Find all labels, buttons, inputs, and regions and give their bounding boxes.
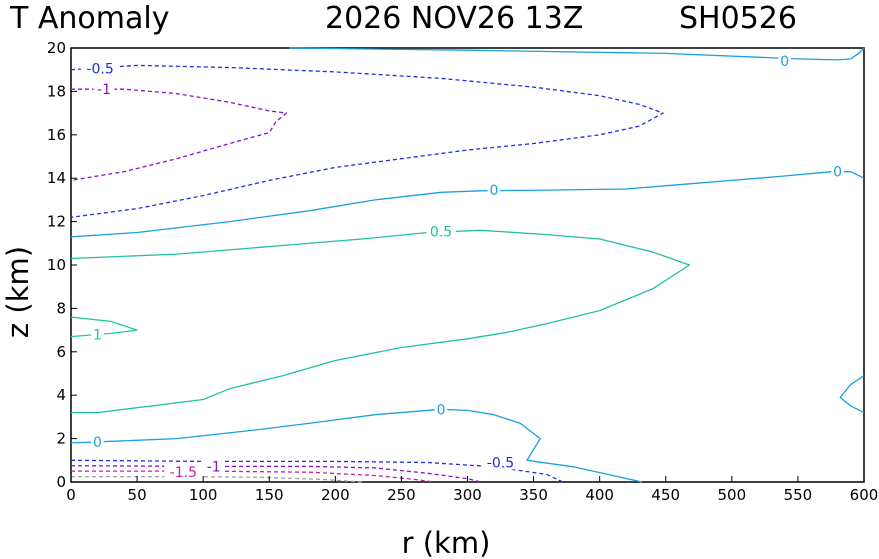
- x-tick-label: 350: [519, 486, 548, 504]
- y-tick-label: 8: [56, 299, 66, 317]
- x-tick-label: 150: [255, 486, 284, 504]
- contour-neg-one-lower: [70, 465, 481, 483]
- contour-label: 0: [833, 165, 842, 181]
- x-axis: 0 50 100 150 200 250 300 350 400 450 500 550 600: [66, 476, 878, 504]
- x-tick-label: 300: [453, 486, 482, 504]
- chart-title-storm: SH0526: [679, 1, 797, 36]
- y-tick-label: 12: [47, 213, 66, 231]
- contour-0-top: [289, 47, 865, 61]
- contour-label: 1: [93, 327, 102, 343]
- contour-neg-half-upper: [70, 64, 664, 218]
- contour-label: -0.5: [86, 62, 113, 78]
- contour-label-bg: [91, 326, 104, 342]
- contour-0-right: [839, 375, 865, 414]
- x-axis-label: r (km): [402, 526, 491, 559]
- contour-label: 0: [437, 403, 446, 419]
- y-tick-label: 16: [47, 126, 66, 144]
- x-tick-label: 0: [66, 486, 76, 504]
- contour-neg-two: [71, 475, 362, 483]
- contour-label-bg: [778, 53, 791, 69]
- plot-area-frame: [70, 47, 865, 483]
- contour-0-upper: [70, 171, 865, 238]
- contour-label: -1: [97, 82, 111, 98]
- contour-neg-half-lower: [70, 459, 563, 483]
- contour-label-bg: [93, 81, 115, 97]
- x-tick-label: 200: [321, 486, 350, 504]
- x-tick-label: 550: [784, 486, 813, 504]
- x-tick-label: 50: [128, 486, 147, 504]
- contour-neg-one-upper: [70, 88, 288, 182]
- x-tick-label: 500: [718, 486, 747, 504]
- contour-0-lower: [70, 408, 643, 483]
- y-axis: 0 2 4 6 8 10 12 14 16 18 20: [47, 39, 77, 491]
- y-tick-label: 10: [47, 256, 66, 274]
- x-tick-label: 600: [850, 486, 879, 504]
- contour-labels: 0 0 0 0 0 0.5 1 -0.5 -1 -0.5 -1 -1.5: [81, 53, 844, 481]
- contour-lines: [70, 47, 865, 483]
- contour-half-pos: [70, 229, 691, 414]
- y-tick-label: 6: [56, 343, 66, 361]
- x-tick-label: 450: [651, 486, 680, 504]
- x-tick-label: 400: [585, 486, 614, 504]
- contour-label: 0: [780, 54, 789, 70]
- contour-label-bg: [481, 454, 520, 470]
- contour-label: -0.5: [487, 455, 514, 471]
- chart-title-variable: T Anomaly: [9, 1, 169, 36]
- contour-label-bg: [487, 182, 501, 198]
- chart-title-date: 2026 NOV26 13Z: [325, 1, 583, 36]
- contour-label: 0: [93, 435, 102, 451]
- y-tick-label: 4: [56, 386, 66, 404]
- contour-label-bg: [91, 433, 104, 449]
- contour-label: -1: [207, 459, 221, 475]
- contour-label-bg: [81, 60, 120, 76]
- contour-label-bg: [831, 163, 844, 179]
- y-tick-label: 14: [47, 169, 66, 187]
- y-axis-label: z (km): [1, 246, 35, 338]
- y-tick-label: 18: [47, 82, 66, 100]
- y-tick-label: 2: [56, 430, 66, 448]
- contour-one-pos: [70, 316, 138, 338]
- contour-label: -1.5: [170, 465, 197, 481]
- contour-label-bg: [426, 223, 456, 239]
- y-tick-label: 0: [56, 473, 66, 491]
- contour-label-bg: [164, 464, 203, 480]
- x-tick-label: 250: [387, 486, 416, 504]
- y-tick-label: 20: [47, 39, 66, 57]
- contour-label: 0: [489, 183, 498, 199]
- contour-neg-onehalf: [71, 470, 435, 483]
- x-tick-label: 100: [189, 486, 218, 504]
- contour-label-bg: [434, 401, 448, 417]
- contour-label: 0.5: [430, 224, 452, 240]
- contour-label-bg: [203, 458, 225, 474]
